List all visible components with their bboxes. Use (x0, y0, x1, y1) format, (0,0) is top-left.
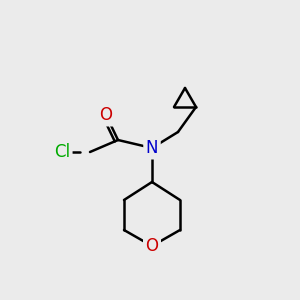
Text: O: O (146, 237, 158, 255)
Text: O: O (100, 106, 112, 124)
Text: Cl: Cl (54, 143, 70, 161)
Text: N: N (146, 139, 158, 157)
